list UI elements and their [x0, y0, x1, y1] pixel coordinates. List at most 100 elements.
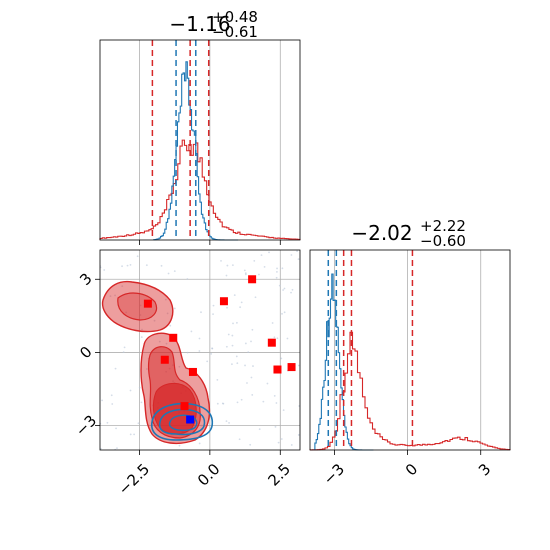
- hist-param2-xtick-label-1: 0: [402, 460, 421, 479]
- sample-dot: [236, 321, 238, 324]
- sample-dot: [140, 336, 143, 339]
- sample-dot: [186, 278, 189, 280]
- sample-dot: [283, 311, 286, 314]
- sample-dot: [121, 285, 124, 288]
- scatter-ytick-label-2: −3: [72, 411, 100, 439]
- sample-dot: [233, 294, 236, 297]
- sample-dot: [273, 394, 276, 397]
- sample-dot: [232, 322, 234, 325]
- sample-dot: [137, 422, 140, 425]
- red-marker-3: [169, 333, 178, 342]
- red-marker-7: [273, 365, 282, 374]
- sample-dot: [290, 444, 293, 446]
- sample-dot: [254, 296, 257, 299]
- sample-dot: [246, 382, 248, 384]
- sample-dot: [165, 342, 168, 345]
- red-contour-inner-main: [152, 383, 197, 435]
- sample-dot: [263, 266, 266, 268]
- sample-dot: [262, 400, 265, 403]
- sample-dot: [260, 254, 263, 257]
- red-marker-6: [188, 367, 197, 376]
- sample-dot: [244, 272, 247, 274]
- hist-panel-param1: [99, 39, 301, 245]
- sample-dot: [239, 306, 242, 309]
- sample-dot: [275, 402, 278, 404]
- sample-dot: [123, 346, 126, 349]
- sample-dot: [297, 434, 300, 436]
- sample-dot: [268, 251, 270, 254]
- sample-dot: [251, 328, 254, 331]
- sample-dot: [296, 250, 298, 253]
- sample-dot: [297, 258, 300, 261]
- sample-dot: [173, 307, 176, 310]
- red-marker-5: [267, 338, 276, 347]
- sample-dot: [275, 276, 278, 279]
- sample-dot: [271, 322, 274, 324]
- red-marker-1: [219, 297, 228, 306]
- title-param2-sup: +2.22: [420, 217, 466, 235]
- sample-dot: [281, 312, 283, 315]
- sample-dot: [158, 340, 161, 343]
- red-marker-4: [160, 355, 169, 364]
- hist-param2-xtick-label-2: 3: [475, 460, 494, 479]
- scatter-ytick-label-0: 3: [76, 270, 95, 289]
- sample-dot: [125, 311, 128, 314]
- sample-dot: [231, 334, 234, 337]
- red-marker-8: [287, 363, 296, 372]
- sample-dot: [238, 438, 241, 441]
- title-param1: −1.16: [169, 12, 230, 36]
- sample-dot: [190, 330, 193, 333]
- sample-dot: [216, 402, 219, 405]
- sample-dot: [220, 259, 222, 262]
- sample-dot: [138, 386, 141, 389]
- scatter-frame: [99, 249, 301, 451]
- sample-dot: [133, 433, 136, 436]
- sample-dot: [129, 263, 132, 266]
- sample-dot: [231, 363, 233, 366]
- sample-dot: [290, 254, 293, 256]
- title-param1-sup: +0.48: [212, 8, 258, 26]
- sample-dot: [278, 284, 281, 287]
- sample-dot: [206, 360, 209, 363]
- sample-dot: [251, 394, 254, 396]
- sample-dot: [249, 443, 252, 446]
- scatter-panel: −2.5 0.0 2.5 3 0 −3: [72, 249, 301, 499]
- sample-dot: [216, 378, 219, 381]
- sample-dot: [236, 401, 239, 404]
- sample-dot: [140, 401, 143, 404]
- sample-dot: [129, 389, 132, 392]
- sample-dot: [274, 425, 277, 428]
- sample-dot: [106, 421, 109, 424]
- sample-dot: [178, 444, 181, 447]
- sample-dot: [298, 405, 300, 407]
- sample-dot: [101, 399, 103, 402]
- blue-contour-mid: [158, 408, 206, 436]
- sample-dot: [169, 324, 172, 327]
- sample-dot: [226, 306, 228, 309]
- sample-dot: [276, 270, 278, 273]
- sample-dot: [139, 314, 142, 316]
- sample-dot: [225, 274, 228, 277]
- sample-dot: [114, 294, 116, 297]
- sample-dot: [276, 267, 278, 270]
- title-param2-sub: −0.60: [420, 232, 466, 250]
- sample-dot: [198, 350, 201, 352]
- sample-dot: [141, 328, 143, 331]
- sample-dot: [273, 336, 276, 339]
- sample-dot: [121, 265, 123, 268]
- sample-dot: [198, 442, 201, 445]
- sample-dot: [114, 367, 117, 370]
- sample-dot: [200, 424, 203, 427]
- sample-dot: [126, 264, 129, 267]
- scatter-xtick-label-0: −2.5: [115, 460, 153, 498]
- sample-dot: [235, 355, 238, 358]
- red-marker-2: [248, 275, 257, 284]
- sample-dot: [250, 340, 252, 343]
- sample-dot: [153, 319, 156, 322]
- sample-dot: [129, 433, 132, 436]
- sample-dot: [258, 273, 260, 276]
- sample-dot: [236, 362, 239, 365]
- sample-dot: [115, 427, 117, 430]
- title-param1-value: −1.16: [169, 12, 230, 36]
